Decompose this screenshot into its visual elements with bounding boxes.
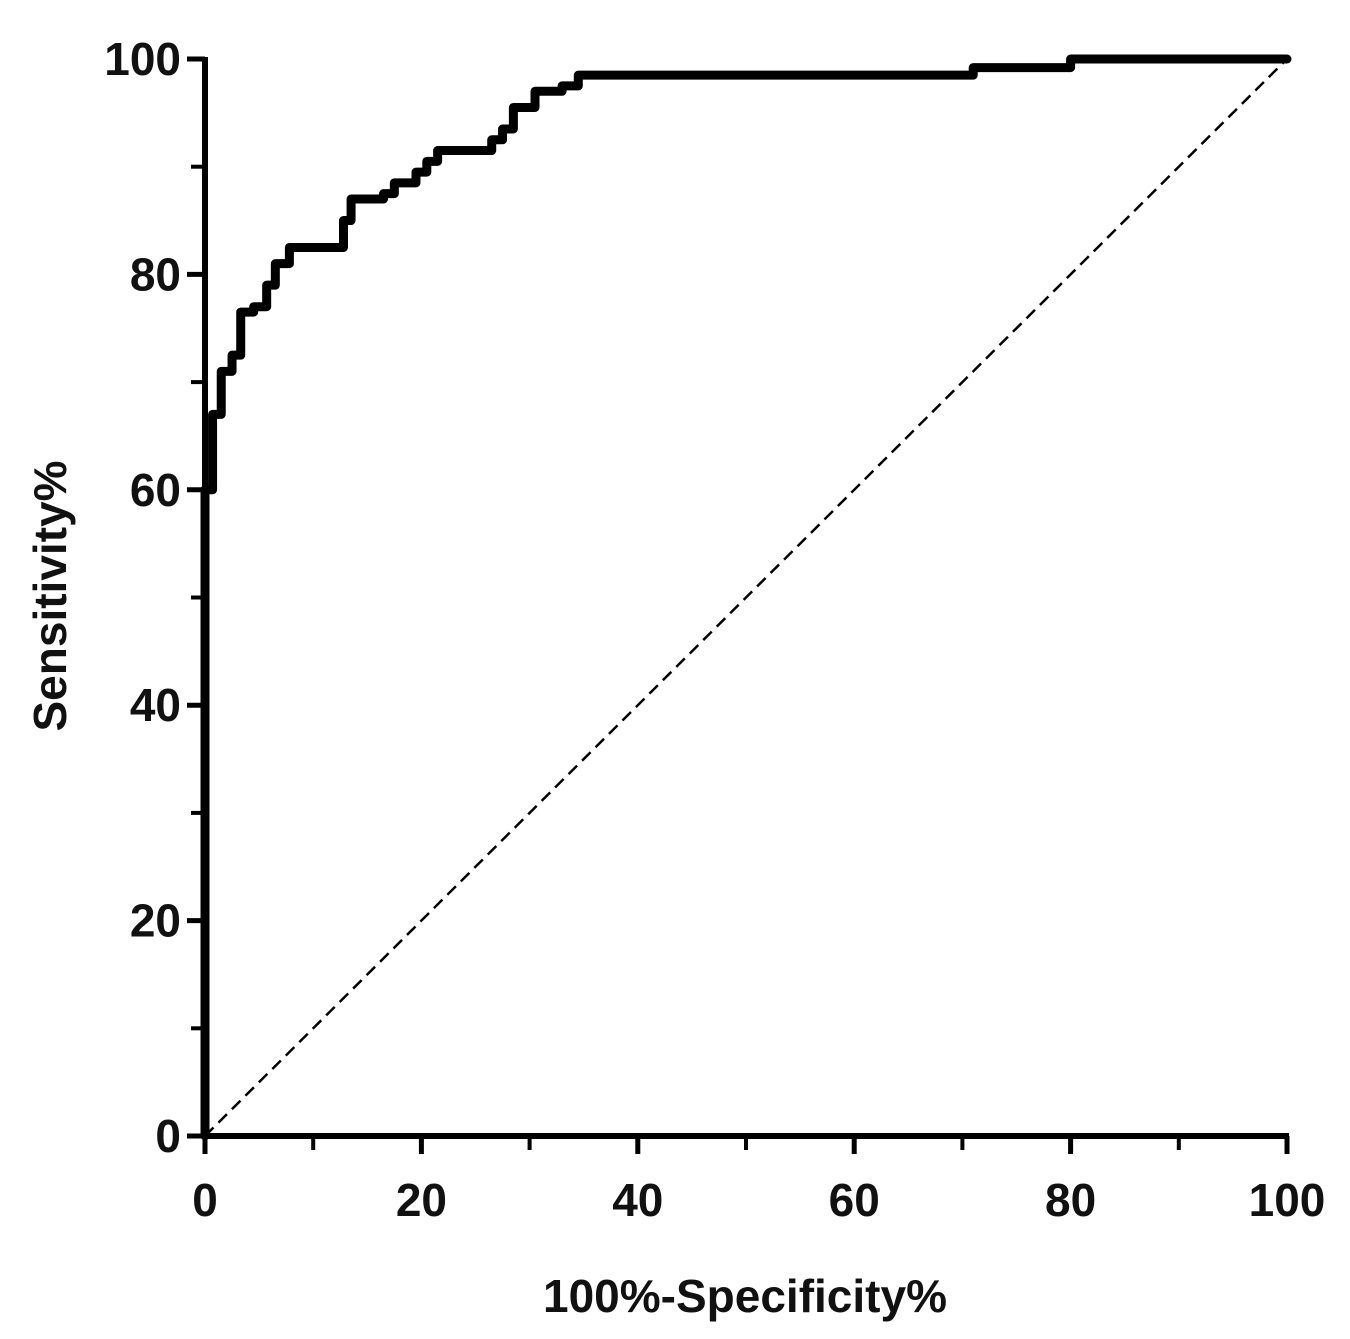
y-tick-label: 40 [130, 679, 181, 731]
y-axis-title: Sensitivity% [24, 461, 76, 732]
reference-line [204, 58, 1288, 1137]
y-tick-label: 100 [104, 33, 181, 85]
roc-curve [200, 54, 1292, 1141]
series-layer [200, 54, 1292, 1141]
x-tick-label: 0 [192, 1174, 218, 1226]
x-tick-label: 60 [829, 1174, 880, 1226]
x-tick-label: 20 [396, 1174, 447, 1226]
y-tick-label: 60 [130, 464, 181, 516]
tick-labels: 0 20 40 60 80 100 0 20 40 60 80 100 [104, 33, 1325, 1226]
x-tick-label: 100 [1249, 1174, 1326, 1226]
y-tick-label: 20 [130, 895, 181, 947]
x-tick-label: 40 [612, 1174, 663, 1226]
tick-marks [187, 56, 1290, 1154]
x-tick-label: 80 [1045, 1174, 1096, 1226]
y-tick-label: 0 [155, 1110, 181, 1162]
x-axis-title: 100%-Specificity% [543, 1270, 947, 1322]
y-tick-label: 80 [130, 248, 181, 300]
